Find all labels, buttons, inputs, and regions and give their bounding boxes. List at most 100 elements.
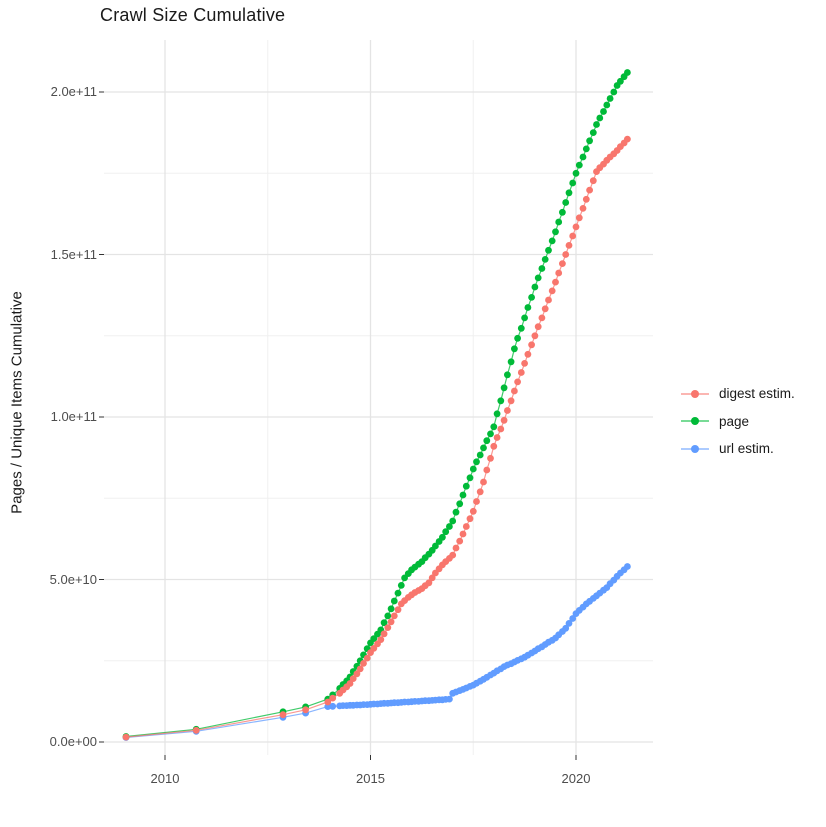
data-point — [469, 465, 477, 473]
data-point — [514, 334, 521, 342]
data-point — [439, 533, 446, 541]
data-point — [552, 228, 559, 236]
data-point — [493, 434, 501, 441]
data-point — [562, 199, 570, 206]
legend-label: page — [719, 413, 750, 429]
data-point — [476, 488, 484, 496]
data-point — [449, 551, 457, 559]
data-point — [504, 371, 511, 379]
data-point — [487, 430, 494, 438]
data-point — [617, 77, 624, 85]
data-point — [565, 620, 573, 627]
data-point — [575, 161, 583, 169]
data-point — [370, 645, 378, 652]
data-point — [507, 397, 515, 405]
data-point — [517, 324, 525, 332]
data-point — [507, 358, 515, 366]
data-point — [572, 169, 580, 177]
data-point — [192, 726, 200, 734]
data-point — [624, 563, 631, 570]
data-point — [394, 606, 402, 614]
y-tick-label: 1.5e+11 — [50, 246, 97, 262]
data-point — [377, 636, 385, 643]
data-point — [370, 635, 378, 642]
data-point — [329, 694, 337, 702]
data-point — [353, 670, 361, 678]
data-point — [606, 95, 614, 102]
data-point — [493, 410, 501, 418]
data-point — [524, 350, 532, 358]
data-point — [624, 135, 631, 143]
x-tick-label: 2010 — [150, 771, 180, 786]
data-point — [555, 269, 563, 277]
data-point — [279, 711, 287, 719]
data-point — [559, 208, 566, 216]
data-point — [586, 186, 593, 194]
data-point — [302, 706, 309, 714]
data-point — [524, 304, 532, 311]
data-point — [473, 458, 480, 466]
data-point — [394, 589, 402, 597]
data-point — [504, 407, 511, 414]
data-point — [569, 179, 577, 187]
data-point — [459, 491, 467, 499]
data-point — [517, 369, 525, 376]
data-point — [346, 680, 354, 687]
legend-label: digest estim. — [719, 386, 795, 401]
data-point — [459, 530, 467, 538]
data-point — [442, 528, 450, 536]
data-point — [483, 437, 491, 445]
data-point — [122, 733, 130, 741]
data-point — [579, 205, 587, 212]
data-point — [380, 630, 388, 638]
data-point — [490, 442, 498, 450]
data-point — [562, 251, 570, 258]
legend-item: url estim. — [680, 435, 774, 462]
data-point — [469, 507, 477, 515]
legend-key-point — [691, 417, 699, 425]
legend-key-point — [691, 389, 699, 398]
data-point — [466, 474, 474, 482]
data-point — [380, 619, 388, 627]
data-point — [384, 624, 392, 631]
data-point — [565, 242, 573, 249]
data-point — [500, 416, 508, 424]
data-point — [452, 544, 460, 552]
data-point — [497, 397, 505, 405]
data-point — [511, 345, 518, 353]
data-point — [572, 223, 580, 231]
data-point — [552, 278, 559, 286]
data-point — [541, 256, 549, 263]
data-point — [425, 579, 433, 587]
data-point — [473, 498, 480, 505]
legend-key-point — [691, 444, 699, 453]
data-point — [511, 387, 518, 395]
data-point — [582, 145, 590, 153]
y-tick-label: 5.0e+10 — [49, 571, 97, 587]
data-point — [500, 384, 508, 392]
data-point — [446, 523, 453, 530]
data-point — [624, 69, 631, 76]
data-point — [349, 675, 357, 682]
data-point — [555, 218, 563, 226]
data-point — [497, 425, 505, 433]
data-point — [462, 482, 470, 490]
data-point — [480, 478, 487, 486]
x-tick-label: 2015 — [356, 771, 385, 786]
data-point — [569, 232, 577, 240]
legend-key-icon — [681, 417, 709, 425]
data-point — [462, 523, 470, 530]
data-point — [452, 508, 460, 516]
data-point — [449, 517, 457, 525]
data-point — [387, 618, 395, 626]
data-point — [397, 582, 405, 589]
data-point — [466, 515, 474, 523]
data-point — [579, 153, 587, 161]
data-point — [390, 597, 398, 605]
data-point — [384, 612, 392, 620]
data-point — [538, 265, 546, 272]
data-point — [487, 454, 494, 462]
data-point — [589, 129, 597, 137]
data-point — [575, 214, 583, 222]
data-point — [528, 341, 535, 349]
